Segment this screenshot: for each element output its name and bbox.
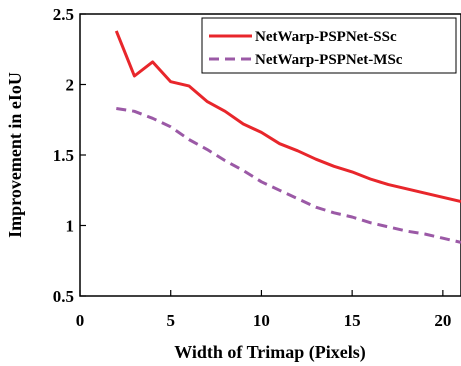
x-tick-label: 10 xyxy=(253,311,270,330)
axis-ticks: 0.5 1 1.5 2 2.5 0 5 10 15 20 xyxy=(53,5,452,330)
y-tick-label: 1.5 xyxy=(53,146,74,165)
legend-label-1: NetWarp-PSPNet-SSc xyxy=(255,29,397,45)
legend: NetWarp-PSPNet-SSc NetWarp-PSPNet-MSc xyxy=(201,17,457,74)
y-axis-title: Improvement in eIoU xyxy=(5,72,25,238)
series-line-2 xyxy=(116,107,461,244)
series-group xyxy=(114,30,461,244)
x-tick-label: 15 xyxy=(344,311,361,330)
x-tick-label: 20 xyxy=(434,311,451,330)
series-line-1 xyxy=(114,30,461,203)
y-tick-label: 0.5 xyxy=(53,287,74,306)
x-tick-label: 5 xyxy=(166,311,175,330)
x-tick-label: 0 xyxy=(76,311,85,330)
legend-label-2: NetWarp-PSPNet-MSc xyxy=(255,52,403,68)
x-axis-title: Width of Trimap (Pixels) xyxy=(174,342,366,363)
y-tick-label: 2 xyxy=(66,76,75,95)
legend-box xyxy=(201,17,457,74)
y-tick-label: 2.5 xyxy=(53,5,74,24)
y-tick-label: 1 xyxy=(66,217,75,236)
